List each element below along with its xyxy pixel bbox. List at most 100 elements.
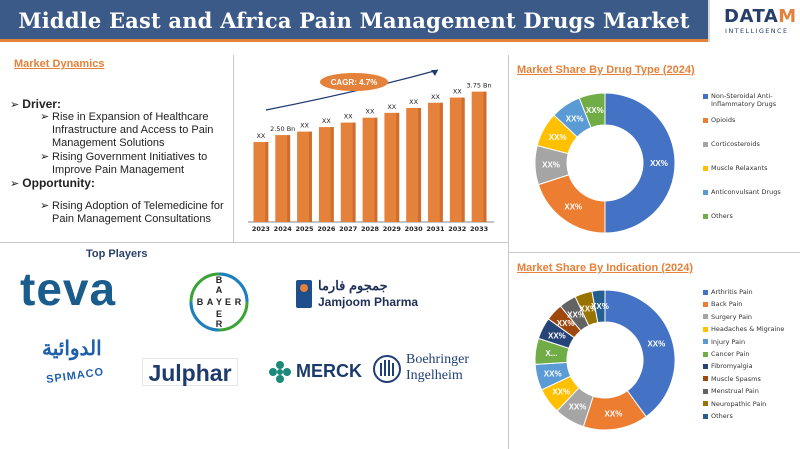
bayer-letter: R xyxy=(235,297,242,307)
legend-entry: Cancer Pain xyxy=(703,350,750,358)
opportunity-heading: ➢ Opportunity: xyxy=(10,177,95,191)
legend-label: Others xyxy=(711,412,733,420)
bar-tick-label: 2024 xyxy=(274,225,293,233)
legend-entry: Muscle Spasms xyxy=(703,375,761,383)
driver-label: Driver: xyxy=(22,97,61,111)
bar-2026 xyxy=(318,127,334,222)
legend-entry: Back Pain xyxy=(703,300,742,308)
legend-label: Injury Pain xyxy=(711,337,746,346)
bar-tick-label: 2025 xyxy=(295,225,314,233)
cagr-badge xyxy=(320,73,388,91)
legend-entry: Injury Pain xyxy=(703,338,745,346)
bar-data-label: 2.50 Bn xyxy=(270,125,295,133)
bar-data-label: XX xyxy=(387,103,396,111)
teva-logo: teva xyxy=(20,263,117,315)
legend-entry: Others xyxy=(703,412,733,420)
top-players-title: Top Players xyxy=(86,248,148,260)
legend-swatch xyxy=(703,213,708,219)
legend-entry: Fibromyalgia xyxy=(703,362,753,370)
indication-chart-title: Market Share By Indication (2024) xyxy=(517,262,694,274)
legend-entry: Headaches & Migraine xyxy=(703,325,784,333)
legend-entry: Neuropathic Pain xyxy=(703,400,766,408)
bar-2025 xyxy=(297,131,312,222)
market-dynamics-panel xyxy=(0,55,234,242)
merck-name: MERCK xyxy=(296,361,362,381)
legend-swatch xyxy=(703,413,708,419)
legend-label: Headaches & Migraine xyxy=(711,325,785,334)
slice-label: XX% xyxy=(567,310,585,319)
jamjoom-english-name: Jamjoom Pharma xyxy=(318,295,419,309)
slice-label: X... xyxy=(545,349,557,358)
legend-label: Menstrual Pain xyxy=(711,387,759,396)
legend-swatch xyxy=(703,301,708,307)
bayer-logo: B A B A Y E R E R xyxy=(189,272,249,332)
driver-item-2: ➢ Rising Government Initiatives to Impro… xyxy=(40,151,230,177)
bar-data-label: XX xyxy=(344,113,353,121)
legend-entry: Anticonvulsant Drugs xyxy=(703,188,781,196)
slice-label: XX% xyxy=(605,409,623,418)
legend-entry: Corticosteroids xyxy=(703,140,760,148)
bar-tick-label: 2030 xyxy=(405,225,424,233)
bayer-letter: A xyxy=(216,285,223,295)
boehringer-logo: Boehringer Ingelheim xyxy=(372,352,476,388)
driver-item-1: ➢ Rise in Expansion of Healthcare Infras… xyxy=(40,111,230,150)
legend-swatch xyxy=(703,388,708,394)
opportunity-item-1: ➢ Rising Adoption of Telemedicine for Pa… xyxy=(40,200,230,226)
legend-swatch xyxy=(703,376,708,382)
legend-label: Non-Steroidal Anti-Inflammatory Drugs xyxy=(711,92,777,108)
legend-swatch xyxy=(703,314,708,320)
legend-label: Back Pain xyxy=(711,300,743,309)
bar-data-label: 3.75 Bn xyxy=(467,82,492,90)
julphar-logo: Julphar xyxy=(142,358,238,386)
bayer-letter: E xyxy=(225,297,231,307)
bayer-letter: R xyxy=(216,319,223,329)
brand-logo: DATAM INTELLIGENCE xyxy=(708,0,800,42)
slice-label: XX% xyxy=(549,133,567,142)
merck-mark-icon xyxy=(269,361,291,383)
logo-tagline: INTELLIGENCE xyxy=(725,27,789,35)
slice-label: XX% xyxy=(650,159,668,168)
slice-label: XX% xyxy=(542,161,560,170)
arrow-icon: ➢ xyxy=(10,178,20,190)
bar-shade-2033 xyxy=(483,91,487,222)
arrow-icon: ➢ xyxy=(10,99,20,111)
slice-others xyxy=(578,92,606,129)
indication-donut-chart: XX%XX%XX%XX%XX%X...XX%XX%XX%XX%XX% xyxy=(534,289,676,431)
bar-tick-label: 2032 xyxy=(448,225,466,233)
legend-entry: Menstrual Pain xyxy=(703,387,759,395)
legend-entry: Non-Steroidal Anti-Inflammatory Drugs xyxy=(703,92,796,108)
legend-swatch xyxy=(703,141,708,147)
drug-type-chart-title: Market Share By Drug Type (2024) xyxy=(517,64,695,76)
legend-label: Neuropathic Pain xyxy=(711,399,767,408)
bayer-ring-blue xyxy=(218,272,249,303)
jamjoom-mark-accent xyxy=(300,284,308,292)
slice-label: XX% xyxy=(569,402,587,411)
legend-label: Fibromyalgia xyxy=(711,362,753,371)
arrow-icon: ➢ xyxy=(40,151,50,163)
bar-2033 xyxy=(471,91,487,222)
bar-2029 xyxy=(384,112,400,222)
legend-label: Arthritis Pain xyxy=(711,288,753,296)
indication-legend: Arthritis Pain Back Pain Surgery Pain Heada… xyxy=(703,288,798,438)
bayer-letter: Y xyxy=(216,297,222,307)
legend-swatch xyxy=(703,289,708,295)
legend-entry: Others xyxy=(703,212,733,220)
slice-label: XX% xyxy=(557,319,575,328)
bar-2023 xyxy=(253,142,269,222)
cagr-label: CAGR: 4.7% xyxy=(331,78,378,87)
legend-swatch xyxy=(703,339,708,345)
drug-type-legend: Non-Steroidal Anti-Inflammatory Drugs Opi… xyxy=(703,92,798,232)
opportunity-item-text: Rising Adoption of Telemedicine for Pain… xyxy=(52,200,224,225)
legend-label: Corticosteroids xyxy=(711,140,760,148)
market-growth-bar-chart: XX 2023 2.50 Bn 2024 XX 2025 XX 2026 XX 2027 XX 202… xyxy=(248,69,494,233)
bar-shade-2030 xyxy=(418,107,422,222)
bar-shade-2023 xyxy=(265,142,269,222)
boehringer-name: Boehringer Ingelheim xyxy=(406,352,469,383)
legend-label: Muscle Relaxants xyxy=(711,164,768,172)
bar-data-label: XX xyxy=(322,117,331,125)
bayer-letter: B xyxy=(216,275,223,285)
slice-label: XX% xyxy=(647,339,665,348)
bayer-letter: B xyxy=(197,297,204,307)
bar-2028 xyxy=(362,117,378,222)
right-horizontal-divider xyxy=(508,252,800,253)
